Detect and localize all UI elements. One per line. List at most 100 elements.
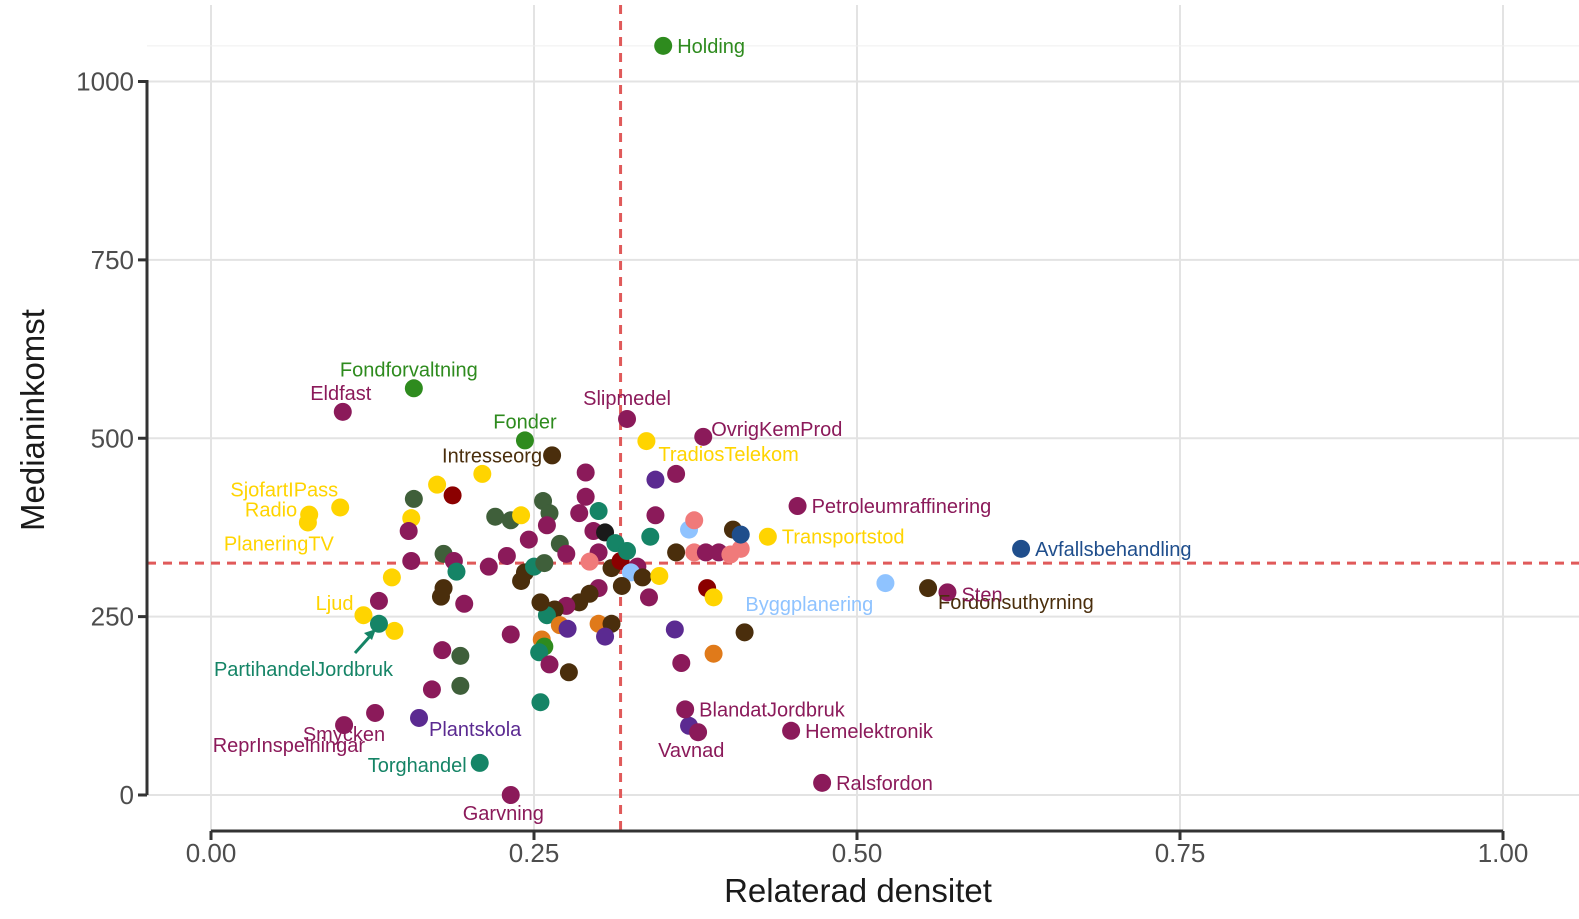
data-point: [443, 486, 462, 505]
data-label: BlandatJordbruk: [699, 699, 846, 721]
data-points: [298, 36, 1031, 804]
data-point: [696, 543, 715, 562]
data-point: [667, 543, 686, 562]
y-tick-label: 750: [91, 245, 134, 275]
y-axis-title: Medianinkomst: [14, 309, 51, 531]
data-point: [694, 427, 713, 446]
data-point: [399, 522, 418, 541]
data-point: [486, 507, 505, 526]
data-label: Hemelektronik: [805, 721, 934, 743]
x-tick-label: 0.75: [1155, 838, 1206, 868]
data-point: [685, 511, 704, 530]
data-label: Intresseorg: [442, 445, 542, 467]
data-point: [704, 588, 723, 607]
y-tick-label: 500: [91, 423, 134, 453]
data-point: [451, 646, 470, 665]
data-point: [369, 591, 388, 610]
data-point: [515, 431, 534, 450]
grid: [147, 5, 1579, 831]
data-point: [470, 753, 489, 772]
data-point: [451, 676, 470, 695]
y-tick-label: 250: [91, 602, 134, 632]
data-point: [333, 402, 352, 421]
data-point: [447, 562, 466, 581]
data-point: [473, 464, 492, 483]
data-point: [637, 432, 656, 451]
x-axis-title: Relaterad densitet: [724, 872, 992, 909]
data-point: [501, 625, 520, 644]
data-point: [530, 643, 549, 662]
data-point: [298, 513, 317, 532]
data-label: Petroleumraffinering: [812, 496, 992, 518]
data-label: ReprInspelningar: [213, 735, 366, 757]
data-point: [938, 583, 957, 602]
data-label: OvrigKemProd: [711, 419, 842, 441]
data-point: [335, 716, 354, 735]
data-point: [672, 654, 691, 673]
data-point: [654, 36, 673, 55]
y-tick-label: 1000: [76, 67, 134, 97]
data-point: [431, 587, 450, 606]
data-label: Slipmedel: [583, 388, 671, 410]
data-point: [788, 497, 807, 516]
data-point: [433, 641, 452, 660]
data-point: [455, 594, 474, 613]
data-point: [704, 644, 723, 663]
data-point: [497, 546, 516, 565]
data-point: [639, 588, 658, 607]
x-tick-label: 1.00: [1478, 838, 1529, 868]
data-point: [646, 470, 665, 489]
data-point: [919, 579, 938, 598]
data-label: SjofartIPass: [230, 479, 338, 501]
data-label: Garvning: [463, 803, 544, 825]
data-point: [758, 527, 777, 546]
data-point: [404, 379, 423, 398]
data-label: Transportstod: [782, 527, 905, 549]
data-label: Radio: [245, 500, 297, 522]
data-point: [385, 621, 404, 640]
data-point: [596, 627, 615, 646]
x-tick-label: 0.50: [832, 838, 883, 868]
data-point: [512, 506, 531, 525]
data-label: Fordonsuthyrning: [938, 592, 1094, 614]
data-point: [369, 614, 388, 633]
data-point: [537, 516, 556, 535]
data-point: [543, 446, 562, 465]
data-point: [570, 504, 589, 523]
data-point: [557, 544, 576, 563]
data-point: [646, 506, 665, 525]
data-point: [382, 568, 401, 587]
data-point: [876, 574, 895, 593]
data-point: [354, 606, 373, 625]
data-label: Plantskola: [429, 719, 522, 741]
data-point: [559, 663, 578, 682]
data-point: [404, 489, 423, 508]
data-label: Sten: [961, 584, 1002, 606]
data-point: [618, 541, 637, 560]
data-point: [667, 464, 686, 483]
data-label: Holding: [677, 36, 745, 58]
data-label: PartihandelJordbruk: [214, 659, 394, 681]
data-point: [580, 552, 599, 571]
tick-labels: 0.00 0.25 0.50 0.75 1.00 0 250 500 750 1000: [76, 67, 1528, 869]
data-point: [366, 703, 385, 722]
data-point: [519, 530, 538, 549]
data-point: [612, 576, 631, 595]
data-point: [782, 721, 801, 740]
y-tick-label: 0: [120, 780, 134, 810]
data-point: [689, 723, 708, 742]
data-point: [813, 773, 832, 792]
data-point: [422, 680, 441, 699]
reference-lines: [147, 5, 1579, 831]
data-point: [558, 619, 577, 638]
data-label: Fondforvaltning: [340, 359, 478, 381]
data-label: TradiosTelekom: [658, 444, 798, 466]
data-point: [633, 568, 652, 587]
data-label: Byggplanering: [745, 594, 873, 616]
data-label: Fonder: [493, 411, 557, 433]
data-label: Eldfast: [310, 383, 372, 405]
data-label: PlaneringTV: [224, 533, 335, 555]
data-point: [576, 463, 595, 482]
label-arrow-head: [364, 629, 376, 640]
